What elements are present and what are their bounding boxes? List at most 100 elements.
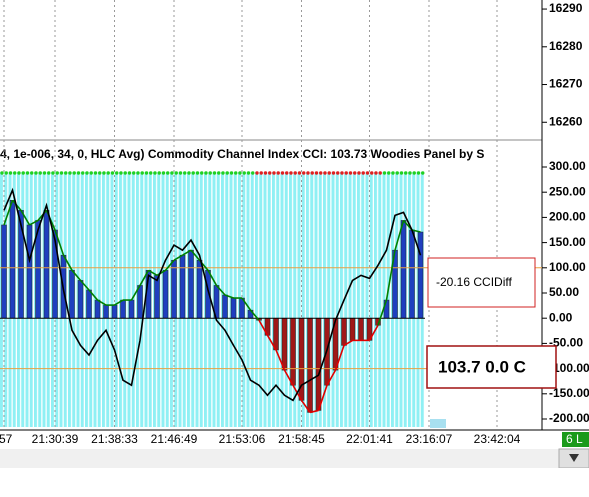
histogram-bar: [273, 317, 279, 351]
signal-dot: [246, 171, 251, 175]
signal-dot: [293, 171, 297, 175]
signal-dot: [149, 171, 153, 175]
signal-dot: [127, 171, 132, 175]
cci-smooth-segment: [275, 349, 286, 371]
signal-dot: [178, 171, 183, 175]
signal-dot: [123, 171, 127, 175]
y-tick-label: -150.00: [549, 386, 589, 400]
y-tick-label: 300.00: [549, 159, 586, 173]
y-tick-label: 200.00: [549, 210, 586, 224]
x-tick-label: 21:53:06: [219, 432, 266, 446]
cci-smooth-segment: [114, 299, 124, 306]
scrollbar[interactable]: [0, 449, 589, 468]
signal-dot: [348, 171, 353, 175]
panel-icon: [430, 419, 446, 428]
histogram-bar: [179, 254, 186, 319]
signal-dot: [242, 171, 246, 175]
signal-dot: [404, 171, 408, 175]
cci-smooth-segment: [309, 409, 319, 414]
signal-dot: [38, 171, 42, 175]
signal-dot: [161, 171, 166, 175]
histogram-bar: [290, 317, 296, 386]
cci-smooth-segment: [139, 269, 150, 286]
signal-dot: [412, 171, 416, 175]
histogram-bar: [128, 299, 135, 319]
value-box-label: 103.7 0.0 C: [438, 357, 526, 376]
signal-dot: [157, 171, 161, 175]
cci-smooth-segment: [343, 339, 353, 347]
signal-dot: [119, 171, 123, 175]
signal-dot: [357, 171, 361, 175]
signal-dot: [217, 171, 221, 175]
cci-smooth-segment: [283, 369, 294, 386]
cci-smooth-segment: [97, 299, 107, 306]
signal-dot: [302, 171, 306, 175]
signal-dot: [47, 171, 51, 175]
histogram-bar: [196, 259, 203, 319]
histogram-bar: [358, 317, 364, 341]
histogram-bar: [315, 317, 322, 411]
y-tick-label: -200.00: [549, 411, 589, 425]
signal-dot: [323, 171, 327, 175]
signal-dot: [225, 171, 229, 175]
signal-dot: [276, 171, 280, 175]
cci-smooth-segment: [224, 294, 234, 299]
signal-dot: [13, 171, 17, 175]
histogram-bar: [94, 299, 101, 319]
signal-dot: [336, 171, 340, 175]
signal-dot: [297, 171, 302, 175]
signal-dot: [72, 171, 76, 175]
cci-smooth-segment: [266, 334, 277, 351]
signal-dot: [183, 171, 187, 175]
cci-diff-label: -20.16 CCIDiff: [436, 275, 512, 289]
cci-smooth-segment: [173, 254, 183, 261]
signal-dot: [102, 171, 106, 175]
signal-dot: [191, 171, 195, 175]
cci-smooth-segment: [20, 209, 31, 226]
indicator-header: 4, 1e-006, 34, 0, HLC Avg) Commodity Cha…: [0, 147, 484, 161]
signal-dot: [289, 171, 293, 175]
signal-dot: [314, 171, 319, 175]
cci-smooth-segment: [130, 285, 141, 301]
scroll-arrow: [569, 454, 579, 462]
x-tick-label: 23:42:04: [474, 432, 521, 446]
signal-dot: [93, 171, 98, 175]
signal-dot: [229, 171, 234, 175]
histogram-bar: [26, 224, 33, 319]
signal-dot: [395, 171, 399, 175]
signal-dot: [327, 171, 331, 175]
signal-dot: [110, 171, 115, 175]
x-tick-label: 21:58:45: [278, 432, 325, 446]
y-tick-label: 16280: [549, 39, 583, 53]
x-tick-label: :57: [0, 432, 13, 446]
signal-dot: [81, 171, 85, 175]
signal-dot: [361, 171, 365, 175]
y-tick-label: -100.00: [549, 361, 589, 375]
signal-dot: [25, 171, 30, 175]
signal-dot: [55, 171, 59, 175]
signal-dot: [98, 171, 102, 175]
signal-dot: [238, 171, 242, 175]
signal-dot: [208, 171, 212, 175]
signal-dot: [255, 171, 259, 175]
signal-dot: [64, 171, 68, 175]
cci-smooth-segment: [300, 399, 311, 413]
cci-smooth-segment: [29, 219, 39, 226]
signal-dot: [4, 171, 8, 175]
signal-dot: [319, 171, 323, 175]
signal-dot: [370, 171, 374, 175]
signal-dot: [8, 171, 13, 175]
y-tick-label: 16260: [549, 114, 583, 128]
signal-dot: [76, 171, 81, 175]
signal-dot: [251, 171, 255, 175]
cci-diff-box: [427, 257, 536, 308]
signal-dot: [234, 171, 238, 175]
signal-dot: [59, 171, 64, 175]
cci-smooth-segment: [148, 269, 158, 277]
histogram-bar: [400, 220, 407, 319]
histogram-bar: [111, 304, 118, 319]
histogram-bar: [417, 231, 424, 319]
cci-smooth-segment: [411, 229, 421, 233]
cci-smooth-segment: [190, 249, 201, 261]
